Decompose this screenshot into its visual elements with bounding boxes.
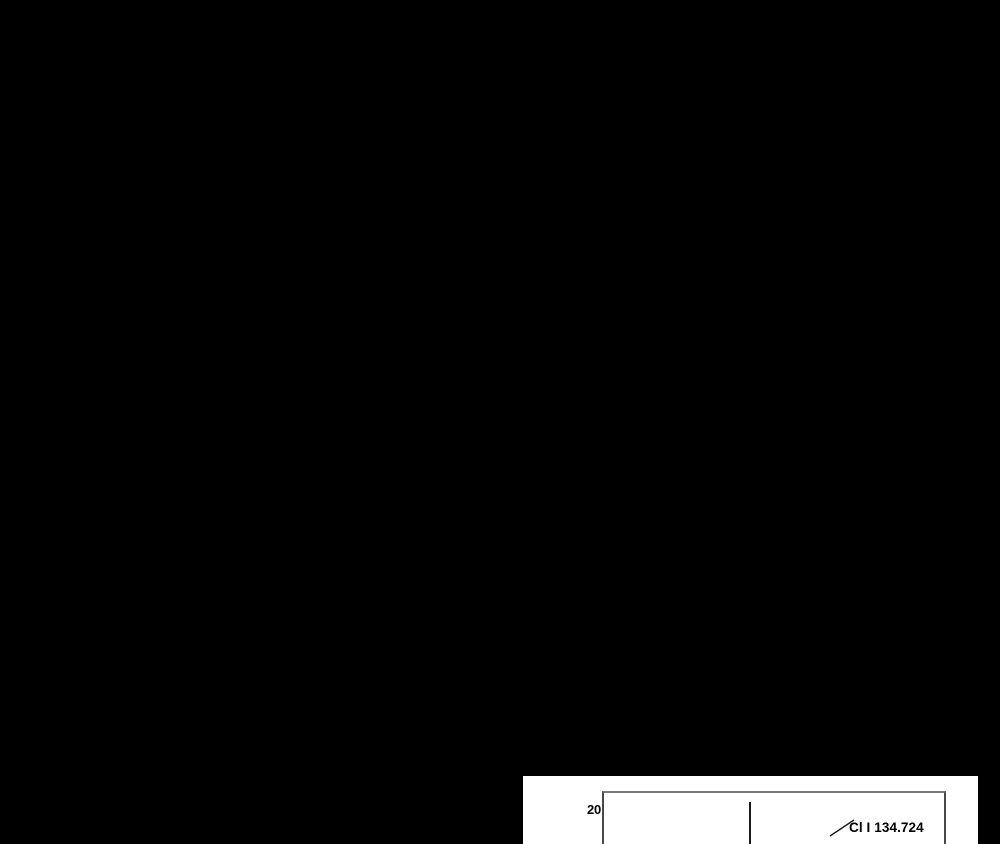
annotation-leader-line xyxy=(829,819,855,837)
spectral-line-annotation: Cl I 134.724 xyxy=(849,820,924,835)
y-axis-tick-label-20: 20 xyxy=(586,802,601,817)
plot-axes-frame: Cl I 134.724 xyxy=(602,791,946,844)
spectrum-figure-panel: 20 Cl I 134.724 xyxy=(523,776,978,844)
spectral-emission-line xyxy=(749,802,751,844)
